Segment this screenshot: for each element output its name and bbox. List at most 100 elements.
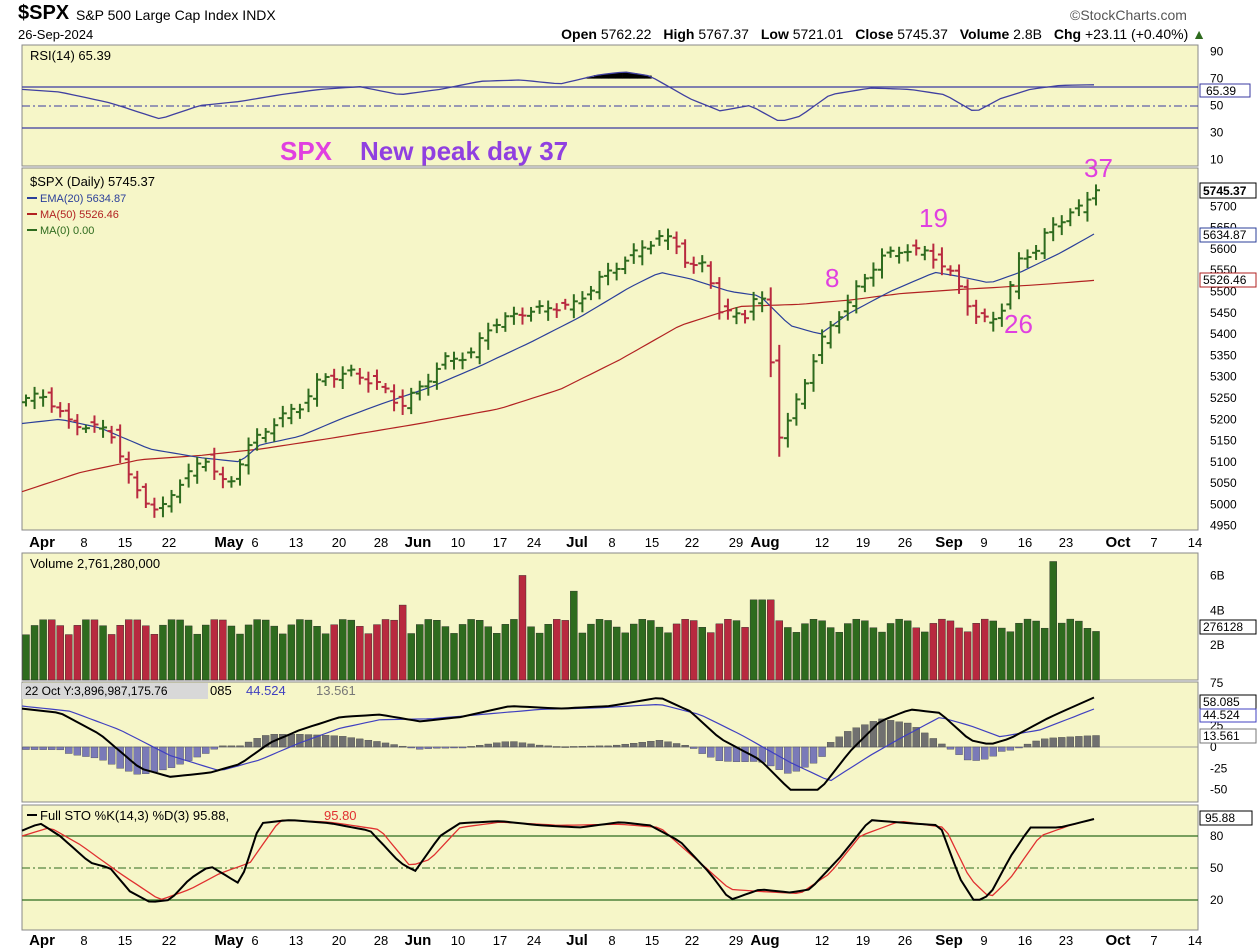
- macd-hist-bar: [236, 745, 244, 748]
- volume-bar: [347, 619, 355, 681]
- volume-bar: [886, 623, 895, 681]
- annotation-spx: SPX: [280, 136, 333, 166]
- macd-hist-bar: [39, 746, 47, 750]
- x-tick-label: Aug: [750, 534, 779, 551]
- last-price-box: [1199, 182, 1257, 199]
- macd-panel-bg: [21, 681, 1199, 803]
- sto-k-line: [21, 818, 1095, 903]
- price-tick-label: 5250: [1210, 391, 1237, 405]
- macd-hist-bar: [467, 746, 475, 748]
- macd-hist-bar: [510, 741, 518, 748]
- volume-bar: [1058, 622, 1066, 681]
- x-tick-label: 29: [729, 535, 743, 550]
- volume-bar: [398, 604, 407, 681]
- volume-bar: [518, 575, 527, 681]
- volume-bar: [1032, 620, 1040, 681]
- volume-bar: [296, 619, 304, 681]
- volume-bar: [784, 627, 792, 681]
- volume-bars: [22, 561, 1100, 681]
- volume-bar: [253, 619, 261, 681]
- x-tick-label: 9: [980, 933, 987, 948]
- x-tick-label: 22: [162, 933, 176, 948]
- macd-hist-bar: [544, 745, 552, 748]
- volume-bar: [116, 625, 124, 681]
- volume-bar: [1049, 561, 1057, 681]
- macd-hist-bar: [809, 746, 818, 764]
- volume-bar: [390, 619, 398, 681]
- macd-hist-bar: [921, 732, 929, 748]
- macd-hist-bar: [1075, 736, 1083, 748]
- rsi-panel: RSI(14) 65.39 65.39 90 70 50 30 10 SPX New p…: [21, 44, 1251, 167]
- x-axis-price: Apr 8 15 22 May 6 13 20 28 Jun 10 17 24 Jul 8 15 22 29 Aug…: [29, 534, 1202, 551]
- macd-hist-bar: [159, 746, 167, 771]
- price-tick-label: 5500: [1210, 285, 1237, 299]
- macd-panel: 22 Oct Y:3,896,987,175.76 085 44.524 13.…: [21, 676, 1257, 803]
- volume-bar: [664, 632, 672, 681]
- price-tick-label: 5050: [1210, 476, 1237, 490]
- ma50-price-box: [1199, 272, 1257, 288]
- volume-bar: [339, 619, 347, 681]
- price-tick-label: 5700: [1210, 199, 1237, 213]
- macd-hist-bar: [621, 743, 629, 748]
- volume-bar: [142, 625, 150, 681]
- annotation-37: 37: [1084, 153, 1113, 183]
- volume-bar: [73, 625, 82, 681]
- volume-bar: [279, 633, 287, 681]
- macd-hist-bar: [1040, 738, 1049, 748]
- volume-bar: [1066, 618, 1075, 681]
- close-label: Close: [855, 26, 894, 42]
- macd-tooltip: 22 Oct Y:3,896,987,175.76: [25, 684, 168, 698]
- x-tick-label: 20: [332, 933, 346, 948]
- rsi-tick-label: 90: [1210, 45, 1224, 59]
- ma50-line: [21, 279, 1095, 493]
- sto-tick-label: 20: [1210, 893, 1224, 907]
- macd-hist-bar: [107, 746, 116, 765]
- macd-hist-bar: [801, 746, 809, 768]
- x-tick-label: Apr: [29, 534, 55, 551]
- volume-bar: [125, 619, 133, 681]
- rsi-axis: 90 70 50 30 10: [1210, 45, 1224, 167]
- macd-hist-bar: [852, 727, 860, 748]
- macd-hist-bar: [253, 738, 261, 748]
- x-axis-bottom: Apr 8 15 22 May 6 13 20 28 Jun 10 17 24 Jul 8 15 22 29 Aug…: [29, 932, 1202, 948]
- chg-label: Chg: [1053, 26, 1082, 42]
- x-tick-label: 26: [898, 535, 912, 550]
- volume-bar: [1083, 628, 1092, 681]
- x-tick-label: 29: [729, 933, 743, 948]
- price-tick-label: 5300: [1210, 370, 1237, 384]
- volume-bar: [501, 624, 510, 681]
- macd-hist-bar: [792, 746, 801, 772]
- macd-hist-bar: [612, 744, 621, 748]
- macd-hist-bar: [1049, 737, 1057, 748]
- volume-bar: [895, 618, 903, 681]
- volume-bar: [227, 625, 236, 681]
- macd-legend-v2: 44.524: [246, 683, 286, 698]
- volume-bar: [852, 618, 861, 681]
- ma50-legend: MA(50) 5526.46: [40, 209, 119, 221]
- macd-hist-bar: [73, 746, 82, 756]
- macd-tick-label: -50: [1210, 783, 1228, 797]
- volume-bar: [630, 623, 638, 681]
- macd-hist-bar: [339, 736, 347, 748]
- macd-legend-v3: 13.561: [316, 683, 356, 698]
- macd-hist-bar: [767, 746, 775, 767]
- annotation-26: 26: [1004, 309, 1033, 339]
- volume-bar: [184, 625, 193, 681]
- macd-label3: 13.561: [1203, 729, 1240, 743]
- volume-bar: [861, 620, 869, 681]
- macd-hist-bar: [150, 746, 159, 773]
- sto-tick-label: 80: [1210, 829, 1224, 843]
- x-tick-label: 6: [251, 933, 258, 948]
- volume-tick-label: 2B: [1210, 638, 1225, 652]
- macd-hist-bar: [330, 735, 338, 748]
- high-value: 5767.37: [698, 26, 749, 42]
- annotation-8: 8: [825, 263, 839, 293]
- macd-label1: 58.085: [1203, 695, 1240, 709]
- macd-hist-bar: [647, 741, 655, 748]
- macd-hist-bar: [476, 745, 484, 748]
- volume-panel: Volume 2,761,280,000 6B 4B 2B 276128: [21, 552, 1257, 681]
- volume-bar: [373, 624, 381, 681]
- ema-price-box: [1199, 227, 1257, 243]
- x-tick-label: 28: [374, 535, 388, 550]
- price-axis: 5700565056005550550054505400535053005250…: [1210, 199, 1237, 532]
